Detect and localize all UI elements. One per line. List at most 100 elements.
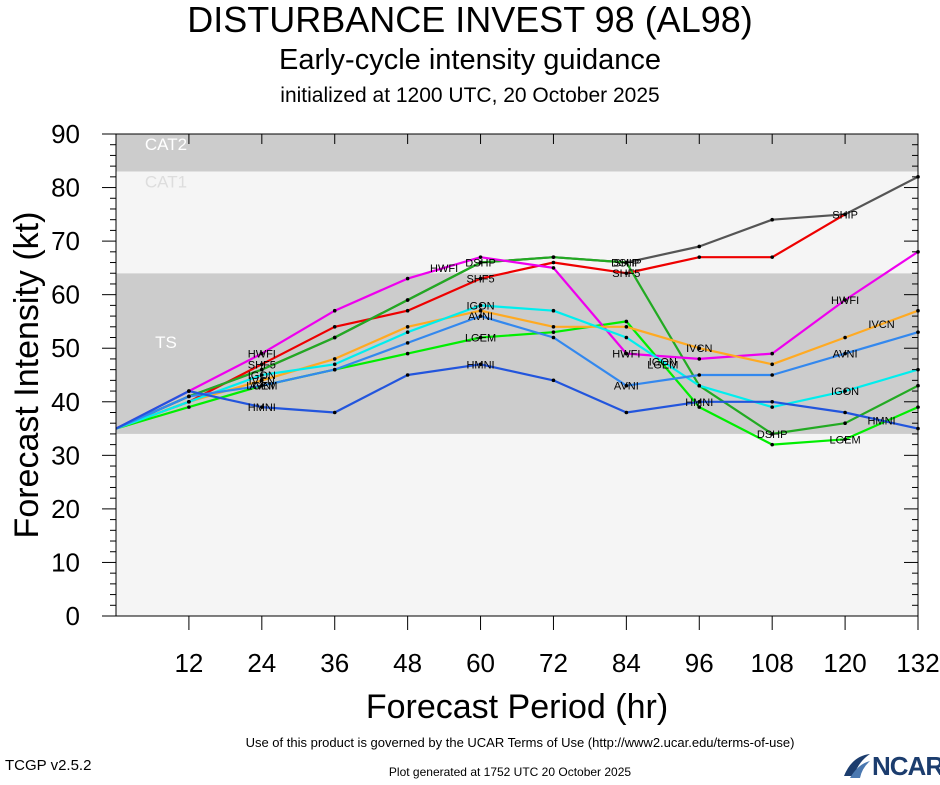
- series-label-avni: AVNI: [833, 349, 858, 361]
- series-label-hwfi: HWFI: [248, 349, 276, 361]
- data-point: [332, 335, 337, 340]
- data-point: [843, 437, 847, 442]
- x-tick-label: 12: [174, 648, 203, 678]
- data-point: [405, 330, 410, 334]
- data-point: [843, 335, 847, 340]
- y-tick-label: 90: [51, 119, 80, 149]
- series-line-lgem: [115, 320, 919, 446]
- data-point: [551, 330, 556, 334]
- x-tick-label: 108: [750, 648, 793, 678]
- data-point: [843, 410, 847, 415]
- x-tick-label: 132: [896, 648, 939, 678]
- chart-title: DISTURBANCE INVEST 98 (AL98): [187, 0, 753, 40]
- series-label-hwfi: HWFI: [612, 349, 640, 361]
- data-point: [405, 341, 410, 345]
- series-label-hmni: HMNI: [466, 359, 494, 371]
- series-label-dshp: DSHP: [465, 258, 496, 270]
- series-label-ship: SHIP: [832, 209, 858, 221]
- data-point: [478, 335, 483, 340]
- logo-text: NCAR: [872, 751, 940, 781]
- series-label-hwfi: HWFI: [831, 295, 859, 307]
- data-point: [187, 389, 191, 393]
- data-point: [405, 308, 410, 313]
- data-point: [260, 378, 264, 383]
- series-label-igon: IGON: [248, 370, 276, 382]
- series-line-avni: [115, 315, 919, 430]
- band-label-cat1: CAT1: [145, 173, 187, 192]
- data-point: [478, 308, 483, 313]
- data-point: [332, 357, 337, 361]
- data-point: [624, 383, 629, 388]
- data-point: [551, 378, 556, 383]
- y-tick-label: 20: [51, 494, 80, 524]
- data-point: [187, 394, 191, 399]
- data-point: [405, 298, 410, 302]
- series-label-lgem: LGEM: [829, 434, 860, 446]
- data-point: [843, 212, 847, 217]
- data-point: [260, 405, 264, 409]
- initialization-time: initialized at 1200 UTC, 20 October 2025: [280, 84, 660, 107]
- series-label-shf5: SHF5: [248, 359, 276, 371]
- data-point: [770, 255, 774, 259]
- ncar-logo: NCAR: [842, 752, 940, 780]
- x-tick-label: 48: [393, 648, 422, 678]
- data-point: [187, 399, 191, 404]
- series-label-dshp: DSHP: [757, 429, 788, 441]
- data-point: [551, 266, 556, 270]
- data-point: [551, 325, 556, 329]
- series-label-hmni: HMNI: [685, 397, 713, 409]
- series-label-ship: SHIP: [614, 258, 640, 270]
- series-label-avni: AVNI: [614, 381, 639, 393]
- data-point: [697, 399, 702, 404]
- series-line-ivcn: [115, 309, 919, 430]
- data-point: [260, 351, 264, 356]
- data-point: [624, 319, 629, 324]
- data-point: [770, 442, 774, 447]
- series-label-shf5: SHF5: [612, 268, 640, 280]
- series-label-hmni: HMNI: [867, 416, 895, 428]
- series-label-ivcn: IVCN: [249, 375, 275, 387]
- x-axis-label: Forecast Period (hr): [366, 688, 668, 726]
- y-tick-label: 70: [51, 226, 80, 256]
- forecast-points: [187, 175, 920, 447]
- data-point: [843, 298, 847, 302]
- series-label-hmni: HMNI: [248, 402, 276, 414]
- data-point: [260, 383, 264, 388]
- terms-of-use: Use of this product is governed by the U…: [245, 735, 795, 750]
- data-point: [405, 373, 410, 377]
- data-point: [478, 255, 483, 259]
- series-label-avni: AVNI: [468, 311, 493, 323]
- data-point: [770, 373, 774, 377]
- band-label-ts: TS: [155, 333, 177, 352]
- data-point: [332, 367, 337, 372]
- x-tick-label: 36: [320, 648, 349, 678]
- data-point: [770, 432, 774, 436]
- series-label-ivcn: IVCN: [686, 343, 712, 355]
- x-tick-label: 60: [466, 648, 495, 678]
- data-point: [332, 325, 337, 329]
- band-label-cat2: CAT2: [145, 135, 187, 154]
- data-point: [624, 271, 629, 276]
- intensity-category-bands: TS CAT1 CAT2: [116, 134, 918, 616]
- y-tick-label: 80: [51, 173, 80, 203]
- data-point: [770, 217, 774, 222]
- version-label: TCGP v2.5.2: [5, 757, 92, 774]
- data-point: [478, 260, 483, 265]
- x-tick-label: 24: [247, 648, 276, 678]
- data-point: [624, 325, 629, 329]
- y-tick-label: 10: [51, 547, 80, 577]
- data-point: [697, 255, 702, 259]
- data-point: [843, 389, 847, 393]
- y-tick-label: 50: [51, 333, 80, 363]
- x-tick-label: 120: [823, 648, 866, 678]
- y-tick-label: 60: [51, 280, 80, 310]
- x-tick-label: 96: [685, 648, 714, 678]
- data-point: [624, 351, 629, 356]
- band-ts: [116, 273, 918, 434]
- data-point: [551, 255, 556, 259]
- series-label-igon: IGON: [649, 357, 677, 369]
- data-point: [770, 399, 774, 404]
- data-point: [405, 325, 410, 329]
